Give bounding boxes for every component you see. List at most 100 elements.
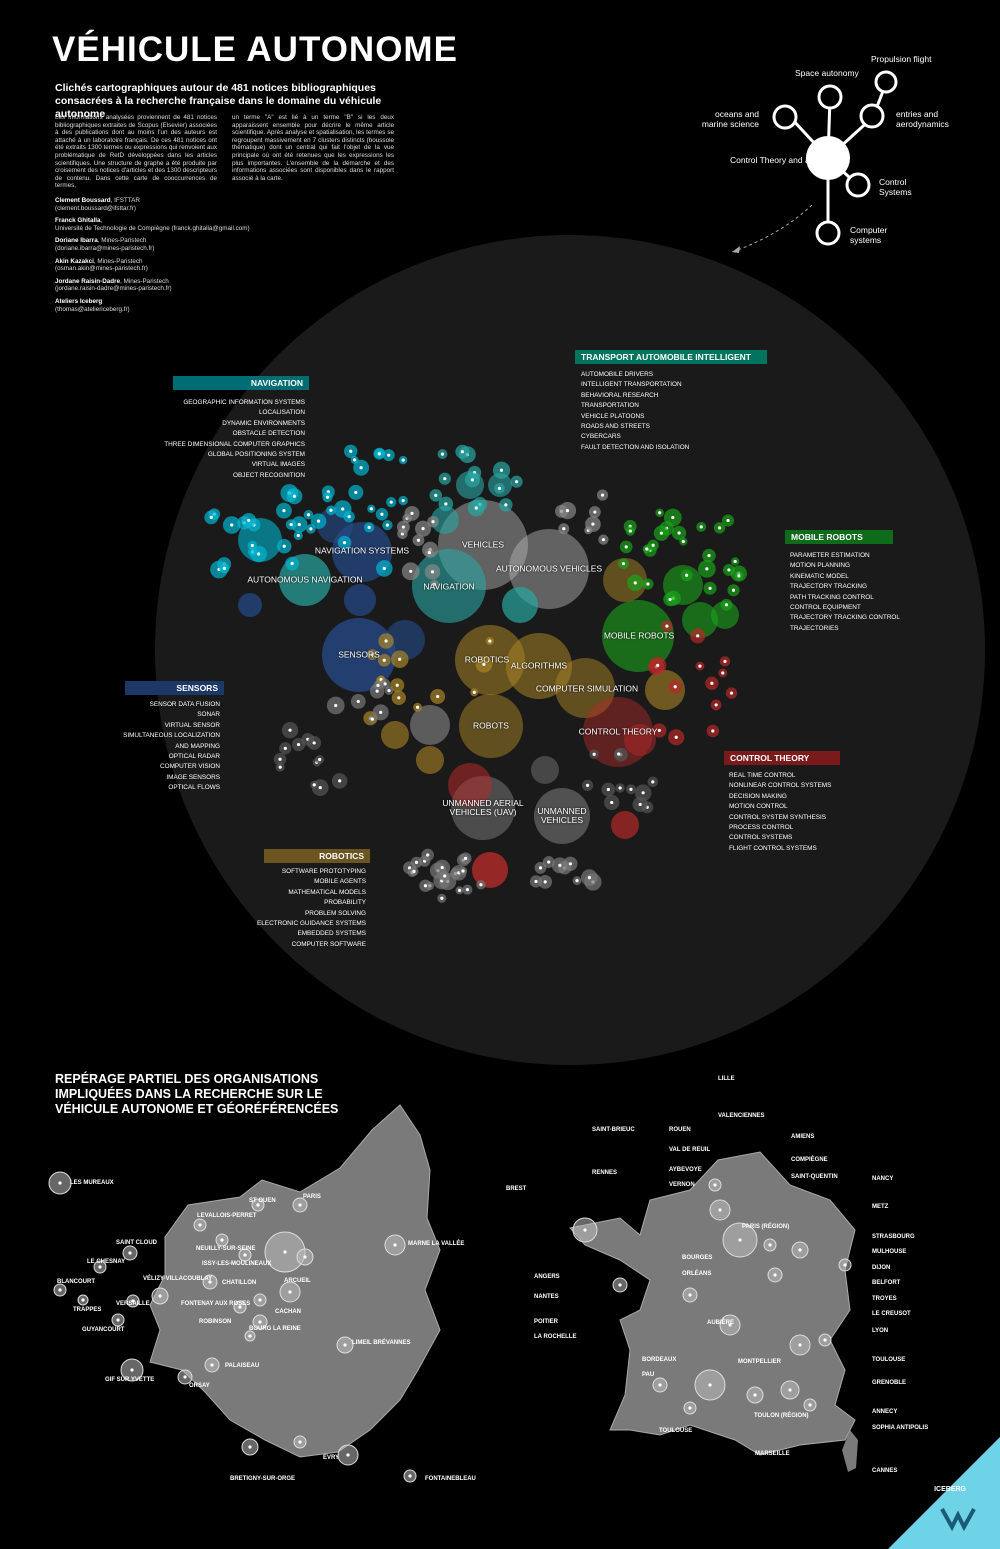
- place-label: AMIENS: [791, 1134, 815, 1140]
- graph-label: MOBILE ROBOTS: [603, 630, 675, 641]
- place-label: LIMEIL BRÉVANNES: [352, 1340, 411, 1346]
- graph-node-core: [370, 653, 374, 657]
- place-label: PARIS (RÉGION): [742, 1224, 790, 1230]
- graph-node-core: [463, 856, 468, 860]
- graph-label: ROBOTS: [473, 720, 509, 731]
- graph-node-core: [398, 657, 402, 661]
- place-label: BLANCOURT: [57, 1279, 95, 1285]
- graph-node-core: [370, 717, 374, 721]
- place-label: EVRY: [323, 1455, 340, 1461]
- graph-node-core: [665, 624, 669, 628]
- graph-label: UNMANNED AERIAL VEHICLES (UAV): [442, 798, 524, 817]
- graph-node-core: [668, 597, 672, 602]
- place-label: BREST: [506, 1186, 527, 1192]
- graph-node-core: [681, 539, 685, 544]
- graph-node-core: [708, 586, 712, 590]
- graph-label: NAVIGATION SYSTEMS: [314, 545, 410, 556]
- graph-node-core: [416, 538, 421, 542]
- place-label: AYBEVOYE: [669, 1167, 702, 1173]
- graph-node: [238, 593, 262, 617]
- graph-node: [416, 746, 444, 774]
- organisation-point-core: [728, 1323, 732, 1327]
- graph-node-core: [633, 581, 637, 585]
- compass-branch-label: oceans and marine science: [701, 109, 759, 129]
- cluster-tag-control-theory: CONTROL THEORY: [724, 751, 840, 765]
- graph-node-core: [733, 559, 737, 564]
- place-label: ST OUEN: [249, 1198, 276, 1204]
- graph-node-core: [723, 659, 727, 663]
- graph-node-core: [341, 507, 345, 511]
- place-label: ROUEN: [669, 1127, 691, 1133]
- organisation-point-core: [298, 1203, 302, 1207]
- place-label: GIF SUR YVETTE: [105, 1377, 155, 1383]
- author-entry: Franck Ghitalla, Université de Technologi…: [55, 217, 250, 232]
- organisation-point-core: [220, 1238, 224, 1242]
- place-label: TOULOUSE: [872, 1357, 906, 1363]
- organisation-point-core: [788, 1388, 792, 1392]
- place-label: AUBIÈRE: [707, 1320, 735, 1326]
- graph-node: [472, 852, 508, 888]
- organisation-point-core: [808, 1403, 812, 1407]
- graph-node-core: [585, 783, 590, 787]
- place-label: ANNECY: [872, 1409, 898, 1415]
- place-label: FONTENAY AUX ROSES: [181, 1301, 251, 1307]
- intro-text-right: un terme "A" est lié à un terme "B" si l…: [232, 114, 394, 182]
- graph-node-core: [401, 458, 405, 462]
- graph-node-core: [729, 691, 734, 695]
- place-label: TOULOUSE: [659, 1428, 693, 1434]
- graph-node-core: [383, 682, 387, 686]
- graph-node-core: [296, 742, 301, 747]
- organisation-point-core: [798, 1343, 802, 1347]
- graph-node-core: [534, 879, 538, 884]
- graph-node-core: [592, 752, 596, 756]
- graph-node-core: [575, 879, 579, 883]
- page-title: VÉHICULE AUTONOME: [52, 30, 458, 69]
- graph-node-core: [421, 527, 425, 531]
- graph-label: COMPUTER SIMULATION: [535, 683, 639, 694]
- compass-center-label: Control Theory and applications: [730, 155, 850, 165]
- graph-node: [381, 721, 409, 749]
- graph-node-core: [591, 522, 595, 526]
- place-label: VÉLIZY-VILLACOUBLAY: [143, 1276, 213, 1282]
- graph-node-core: [472, 690, 476, 694]
- graph-node-core: [600, 493, 605, 497]
- place-label: LE CREUSOT: [872, 1311, 911, 1317]
- compass-branch-label: entries and aerodynamics: [896, 109, 949, 129]
- graph-node-core: [257, 552, 261, 556]
- graph-node-core: [389, 500, 393, 504]
- graph-node: [322, 618, 396, 692]
- graph-node-core: [474, 506, 478, 510]
- place-label: SAINT-BRIEUC: [592, 1127, 635, 1133]
- place-label: NANTES: [534, 1294, 559, 1300]
- compass-node: [772, 104, 798, 130]
- graph-node-core: [376, 683, 380, 687]
- graph-node-core: [290, 561, 294, 566]
- graph-node-core: [465, 888, 470, 892]
- cluster-tag-transport: TRANSPORT AUTOMOBILE INTELLIGENT: [575, 350, 767, 364]
- graph-node-core: [470, 478, 475, 482]
- organisation-point-core: [248, 1334, 252, 1338]
- graph-node-core: [423, 884, 428, 888]
- compass-branch-label: Computer systems: [850, 225, 888, 245]
- author-entry: Clement Boussard, IFSTTAR (clement.boussa…: [55, 197, 140, 212]
- graph-node-core: [414, 860, 419, 864]
- organisation-point-core: [583, 1228, 587, 1232]
- graph-node-core: [460, 450, 464, 454]
- author-entry: Ateliers Iceberg (thomas@ateliericeberg.f…: [55, 297, 130, 313]
- graph-node-core: [443, 477, 447, 481]
- graph-node-core: [282, 508, 286, 513]
- graph-node-core: [593, 510, 597, 514]
- place-label: NANCY: [872, 1176, 894, 1182]
- graph-node-core: [514, 480, 519, 484]
- organisation-point-core: [343, 1343, 347, 1347]
- organisation-point-core: [618, 1283, 622, 1287]
- graph-node-core: [641, 791, 645, 795]
- author-entry: Doriane Ibarra, Mines-Paristech (doriane.…: [55, 237, 155, 252]
- graph-node-core: [278, 765, 282, 769]
- graph-node: [344, 584, 376, 616]
- place-label: BRETIGNY-SUR-ORGE: [230, 1476, 296, 1482]
- cluster-terms-mobile-robots: PARAMETER ESTIMATION MOTION PLANNING KINEM…: [790, 552, 900, 632]
- graph-node-core: [696, 634, 700, 638]
- graph-node-core: [656, 663, 660, 667]
- graph-node-core: [457, 888, 462, 892]
